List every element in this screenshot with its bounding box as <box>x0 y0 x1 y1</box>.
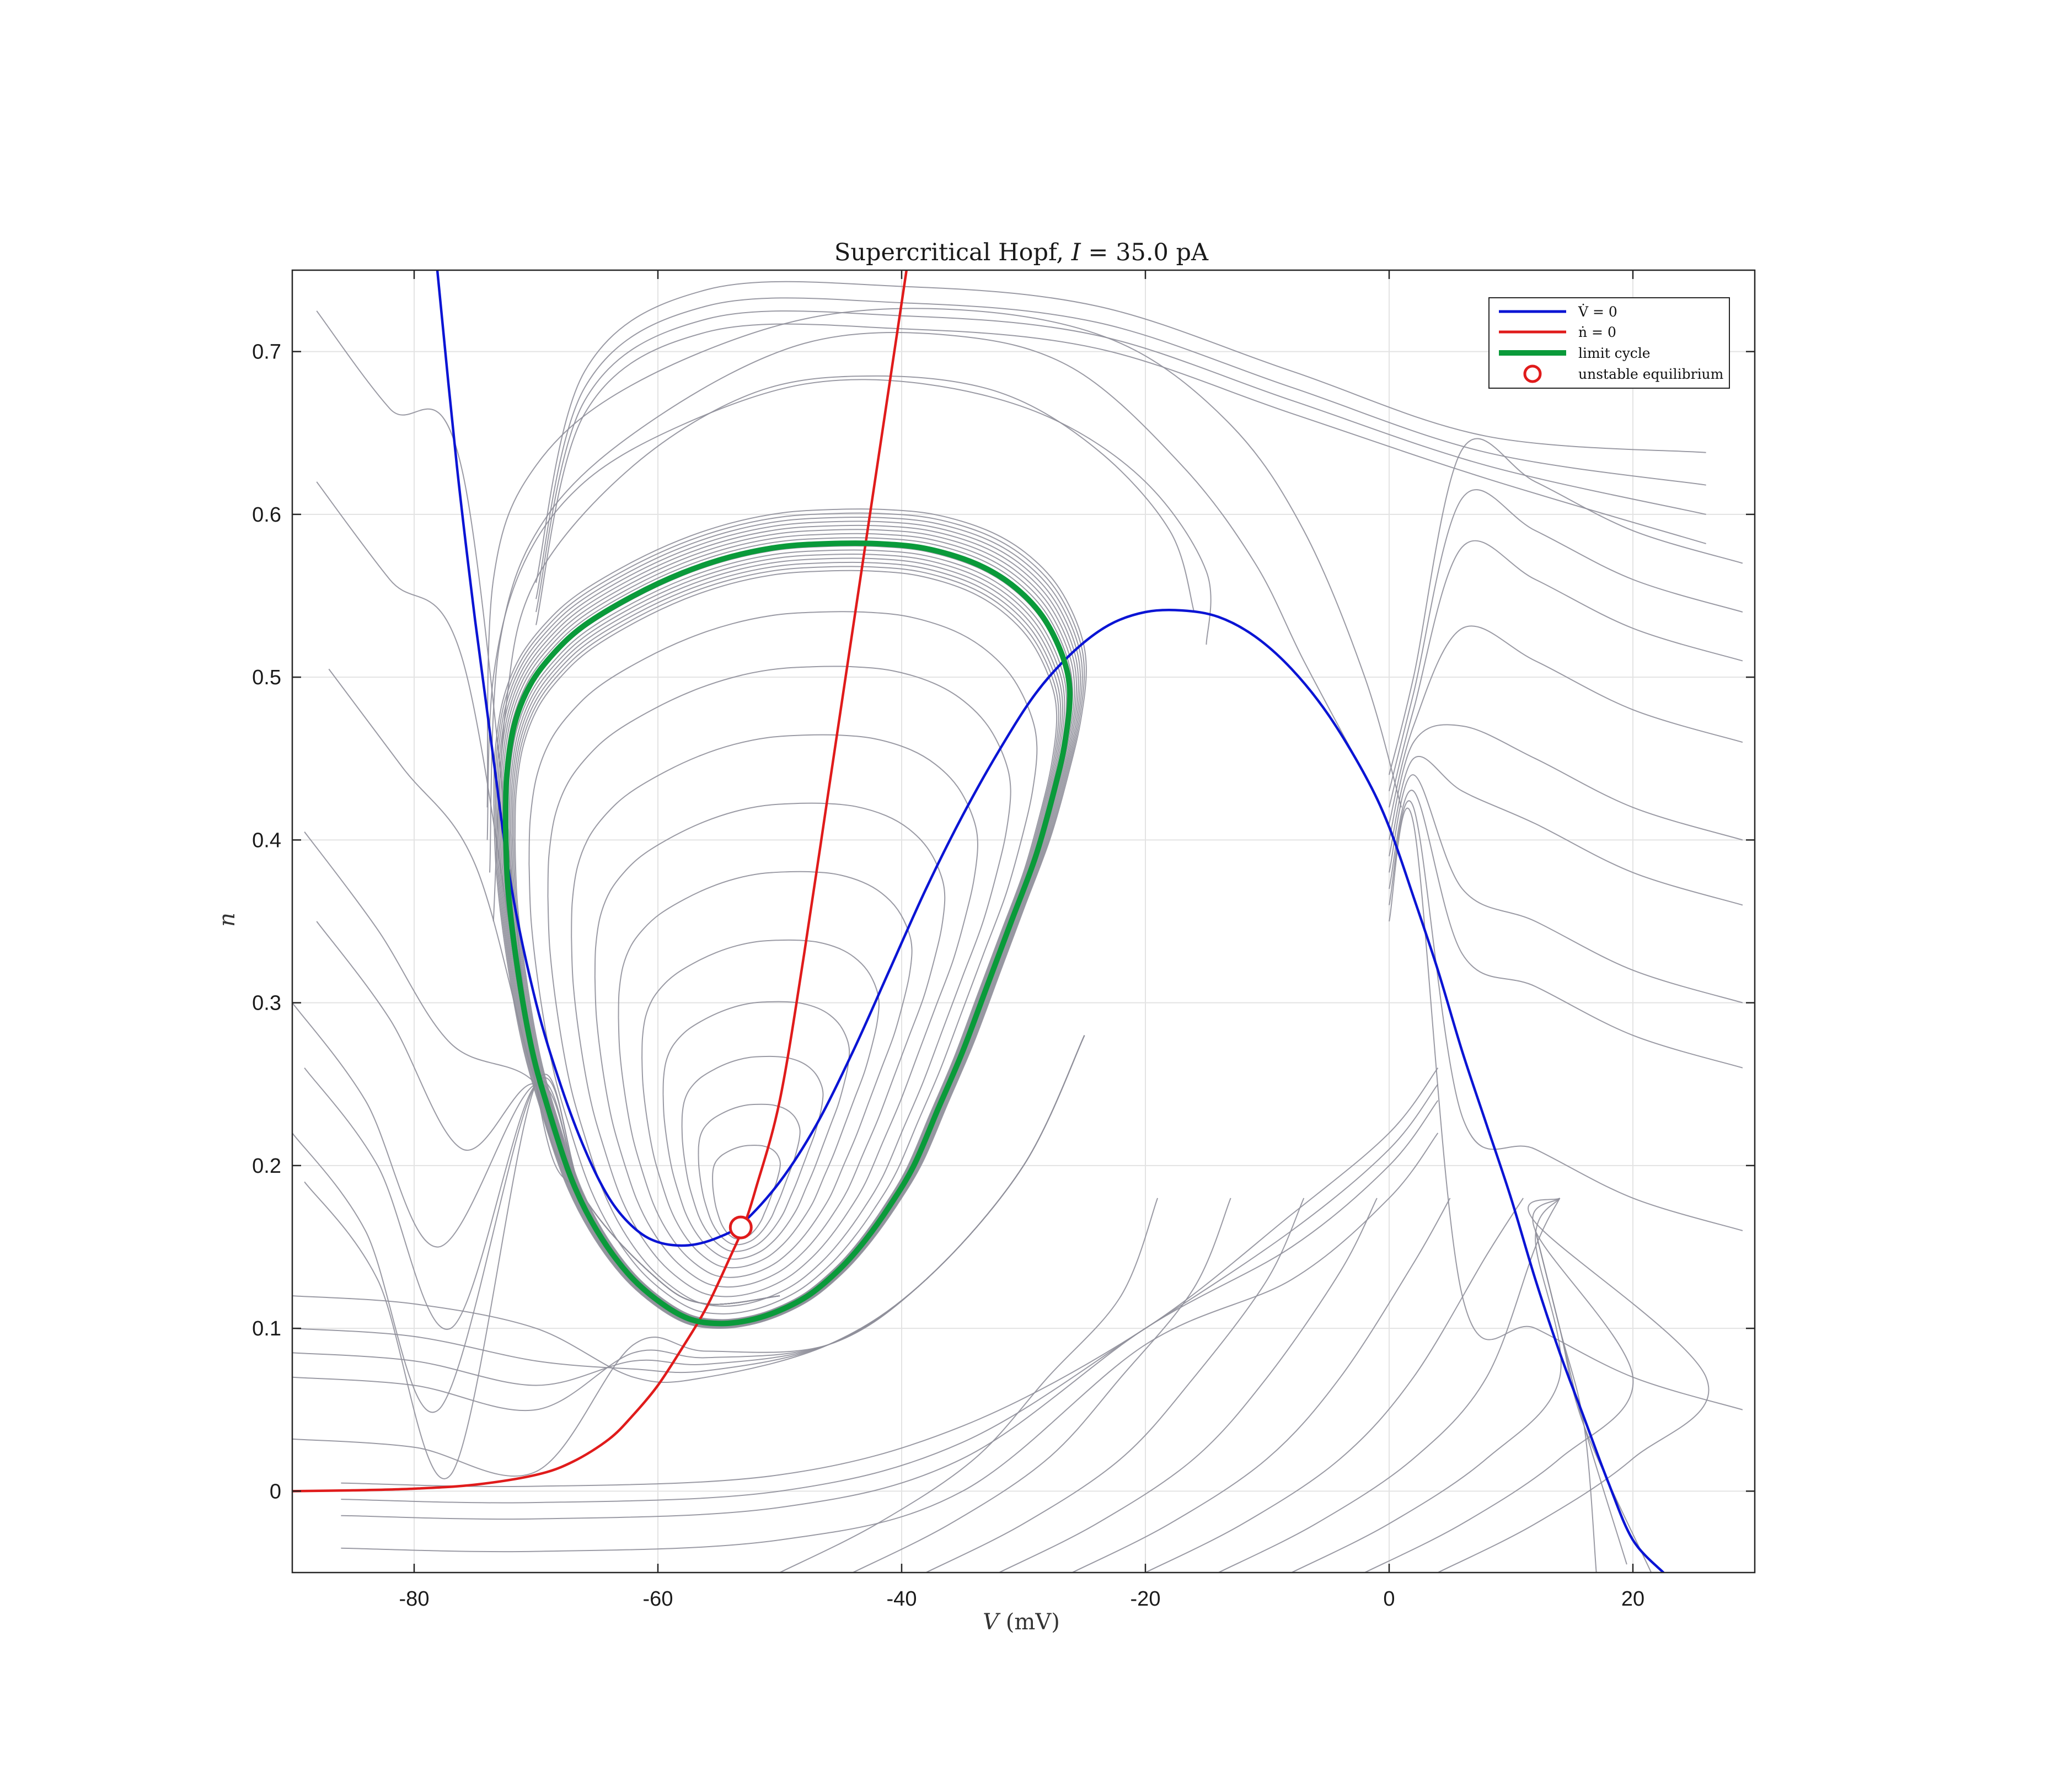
legend-entry-v-nullcline: V̇ = 0 <box>1499 304 1617 320</box>
v-nullcline-curve <box>436 270 1665 1573</box>
trajectory <box>341 1067 1439 1488</box>
trajectory <box>492 375 1195 922</box>
tick-labels: -80 -60 -40 -20 0 20 0 0.1 0.2 0.3 0.4 0.5 0.6 0.7 <box>252 341 1644 1611</box>
trajectory <box>535 323 1706 625</box>
trajectory <box>1145 1198 1524 1573</box>
y-tick-label: 0.2 <box>252 1155 281 1178</box>
y-tick-label: 0.7 <box>252 341 281 364</box>
trajectory <box>925 1198 1305 1573</box>
trajectory <box>1389 800 1743 1231</box>
chart-title: Supercritical Hopf, I = 35.0 pA <box>834 239 1209 266</box>
trajectory <box>341 1083 1439 1504</box>
x-tick-label: -40 <box>887 1587 917 1611</box>
unstable-equilibrium-point <box>728 1215 753 1240</box>
trajectory <box>341 1100 1439 1520</box>
trajectory <box>535 310 1706 613</box>
trajectory <box>496 516 1083 1328</box>
x-tick-label: -80 <box>399 1587 430 1611</box>
trajectory <box>497 521 1081 1327</box>
trajectory <box>495 512 1085 1328</box>
x-tick-label: 20 <box>1621 1587 1644 1611</box>
legend-label-limit-cycle: limit cycle <box>1578 345 1651 361</box>
trajectory <box>641 939 880 1269</box>
trajectory <box>1389 438 1743 775</box>
trajectory <box>594 802 946 1288</box>
trajectory <box>779 1198 1159 1573</box>
y-axis-label: n <box>215 913 240 927</box>
trajectory <box>1389 807 1743 1410</box>
plot-background <box>292 270 1755 1573</box>
trajectory <box>1291 1198 1562 1573</box>
trajectory <box>853 1198 1231 1573</box>
trajectory <box>511 561 1062 1322</box>
trajectory <box>1389 774 1743 1004</box>
y-tick-label: 0.3 <box>252 992 281 1015</box>
legend-label-v-nullcline: V̇ = 0 <box>1578 304 1617 320</box>
trajectory <box>1437 1198 1710 1573</box>
x-tick-label: -20 <box>1131 1587 1161 1611</box>
trajectory <box>513 566 1059 1321</box>
trajectory <box>292 1035 1085 1477</box>
y-tick-label: 0.4 <box>252 829 281 852</box>
legend: V̇ = 0 ṅ = 0 limit cycle unstable equili… <box>1488 297 1730 389</box>
trajectory <box>1389 540 1743 808</box>
trajectory <box>1389 790 1743 1069</box>
trajectory <box>1389 625 1743 824</box>
trajectory <box>1389 755 1743 906</box>
y-tick-label: 0.5 <box>252 666 281 689</box>
trajectory <box>1218 1198 1561 1573</box>
trajectory <box>341 1133 1439 1553</box>
trajectory <box>514 570 1058 1321</box>
y-tick-label: 0.6 <box>252 503 281 527</box>
x-axis-label: V (mV) <box>983 1609 1060 1635</box>
trajectory <box>1389 724 1743 841</box>
axis-ticks <box>292 270 1755 1573</box>
trajectory <box>547 666 1011 1307</box>
trajectory <box>1389 489 1743 792</box>
trajectory <box>528 611 1038 1315</box>
trajectory <box>535 297 1706 599</box>
y-tick-label: 0.1 <box>252 1317 281 1340</box>
legend-entry-limit-cycle: limit cycle <box>1499 345 1651 361</box>
limit-cycle-curve <box>502 540 1073 1327</box>
y-tick-label: 0 <box>270 1480 281 1503</box>
trajectory <box>999 1198 1378 1573</box>
marker-layer <box>728 1215 753 1240</box>
legend-label-unstable-equilibrium: unstable equilibrium <box>1578 366 1724 382</box>
trajectory <box>618 871 913 1278</box>
trajectory <box>489 332 1365 873</box>
plot-frame <box>291 269 1756 1574</box>
x-tick-label: 0 <box>1383 1587 1395 1611</box>
plot-area: -80 -60 -40 -20 0 20 0 0.1 0.2 0.3 0.4 0.5 0.6 0.7 <box>252 269 1756 1611</box>
trajectory <box>535 281 1706 583</box>
trajectory <box>499 524 1079 1327</box>
legend-entry-unstable-equilibrium: unstable equilibrium <box>1523 364 1724 383</box>
grid-lines <box>292 270 1755 1573</box>
x-tick-label: -60 <box>643 1587 673 1611</box>
trajectory <box>304 1074 780 1479</box>
legend-entry-n-nullcline: ṅ = 0 <box>1499 324 1616 340</box>
legend-swatch-equilibrium <box>1523 364 1542 383</box>
trajectory <box>493 508 1087 1329</box>
trajectory <box>571 734 978 1297</box>
trajectory <box>1071 1198 1451 1573</box>
trajectory <box>486 308 1402 808</box>
legend-label-n-nullcline: ṅ = 0 <box>1578 324 1616 340</box>
